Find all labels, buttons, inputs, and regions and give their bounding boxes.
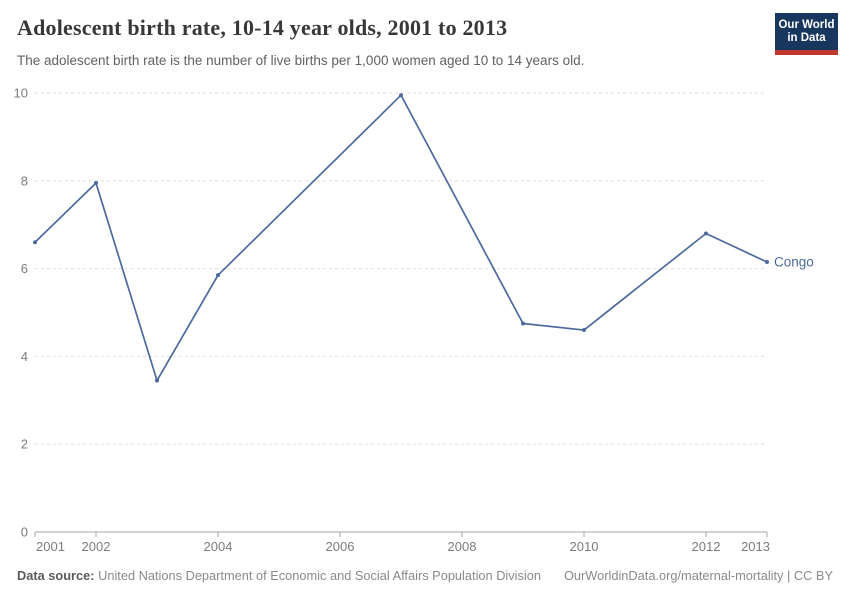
chart-title: Adolescent birth rate, 10-14 year olds, … bbox=[17, 15, 508, 40]
x-tick-label: 2001 bbox=[36, 539, 65, 554]
owid-logo-line1: Our World bbox=[778, 18, 835, 31]
y-tick-label: 6 bbox=[21, 261, 28, 276]
series-line-congo bbox=[34, 94, 768, 382]
line-chart: 0 2 4 6 8 10 2001 2002 2004 2006 2008 2010 2012 2013 C… bbox=[14, 86, 814, 555]
chart-footer: Data source: United Nations Department o… bbox=[17, 568, 833, 583]
data-point[interactable] bbox=[94, 180, 98, 185]
x-tick-label: 2006 bbox=[326, 539, 355, 554]
chart-area: 0 2 4 6 8 10 2001 2002 2004 2006 2008 2010 2012 2013 C… bbox=[0, 80, 850, 558]
data-point[interactable] bbox=[399, 93, 403, 98]
y-tick-label: 0 bbox=[21, 525, 28, 540]
data-point[interactable] bbox=[765, 260, 769, 265]
x-tick-label: 2013 bbox=[741, 539, 770, 554]
y-tick-label: 8 bbox=[21, 173, 28, 188]
data-point[interactable] bbox=[704, 231, 708, 236]
data-point[interactable] bbox=[33, 240, 37, 245]
data-point[interactable] bbox=[582, 328, 586, 333]
y-tick-label: 2 bbox=[21, 437, 28, 452]
y-tick-label: 10 bbox=[14, 86, 28, 101]
footer-citation-link[interactable]: OurWorldinData.org/maternal-mortality | … bbox=[563, 568, 833, 583]
x-tick-label: 2010 bbox=[570, 539, 599, 554]
x-tick-label: 2008 bbox=[448, 539, 477, 554]
data-point[interactable] bbox=[216, 273, 220, 278]
data-source-label: Data source: bbox=[17, 568, 95, 583]
data-point[interactable] bbox=[521, 321, 525, 326]
series-end-label[interactable]: Congo bbox=[774, 255, 814, 270]
owid-logo: Our World in Data bbox=[775, 13, 838, 55]
x-tick-label: 2002 bbox=[82, 539, 111, 554]
data-point[interactable] bbox=[155, 378, 159, 383]
owid-logo-stripe bbox=[775, 50, 838, 55]
chart-header: Adolescent birth rate, 10-14 year olds, … bbox=[0, 0, 850, 80]
chart-subtitle: The adolescent birth rate is the number … bbox=[17, 53, 585, 68]
owid-logo-line2: in Data bbox=[787, 31, 826, 44]
data-source-line: Data source: United Nations Department o… bbox=[17, 568, 541, 583]
data-source-text: United Nations Department of Economic an… bbox=[94, 568, 541, 583]
y-tick-label: 4 bbox=[21, 349, 28, 364]
x-tick-label: 2004 bbox=[204, 539, 233, 554]
owid-logo-box: Our World in Data bbox=[775, 13, 838, 50]
x-tick-label: 2012 bbox=[692, 539, 721, 554]
